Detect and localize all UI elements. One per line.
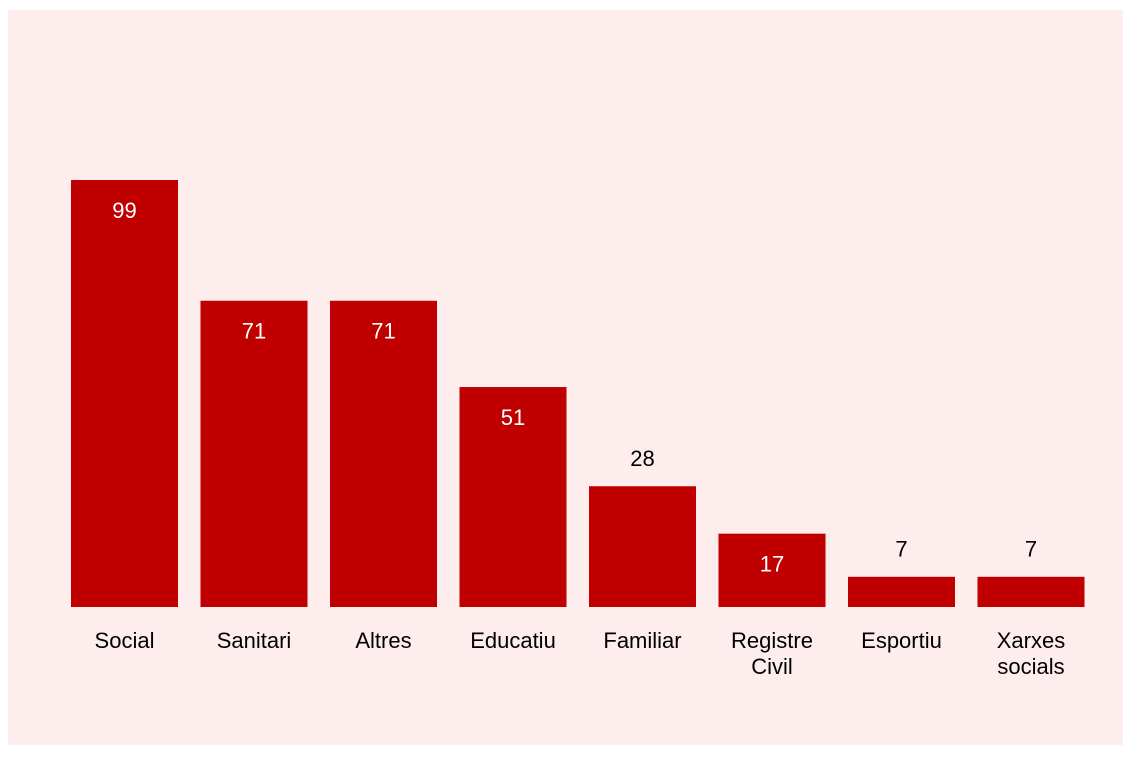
data-label: 99 (112, 198, 136, 223)
bar (718, 533, 826, 607)
bar (977, 576, 1085, 607)
data-label: 7 (1025, 537, 1037, 562)
x-tick-label: Social (94, 628, 155, 653)
bar (200, 300, 308, 607)
x-tick-label: Xarxes socials (996, 628, 1066, 679)
data-label: 7 (895, 537, 907, 562)
data-label: 71 (371, 319, 395, 344)
data-label: 17 (760, 551, 784, 576)
x-tick-label: Sanitari (216, 628, 292, 653)
bar (848, 576, 955, 607)
bar (71, 180, 178, 607)
data-label: 51 (501, 405, 525, 430)
bar (330, 300, 437, 607)
x-tick-label: Registre Civil (731, 628, 813, 679)
x-tick-label: Altres (355, 628, 412, 653)
data-label: 71 (242, 319, 266, 344)
x-tick-label: Educatiu (470, 628, 556, 653)
x-tick-label: Esportiu (861, 628, 942, 653)
bar (589, 486, 696, 607)
chart-background (8, 10, 1123, 745)
x-tick-label: Familiar (603, 628, 682, 653)
bar (459, 387, 567, 607)
data-label: 28 (630, 446, 654, 471)
